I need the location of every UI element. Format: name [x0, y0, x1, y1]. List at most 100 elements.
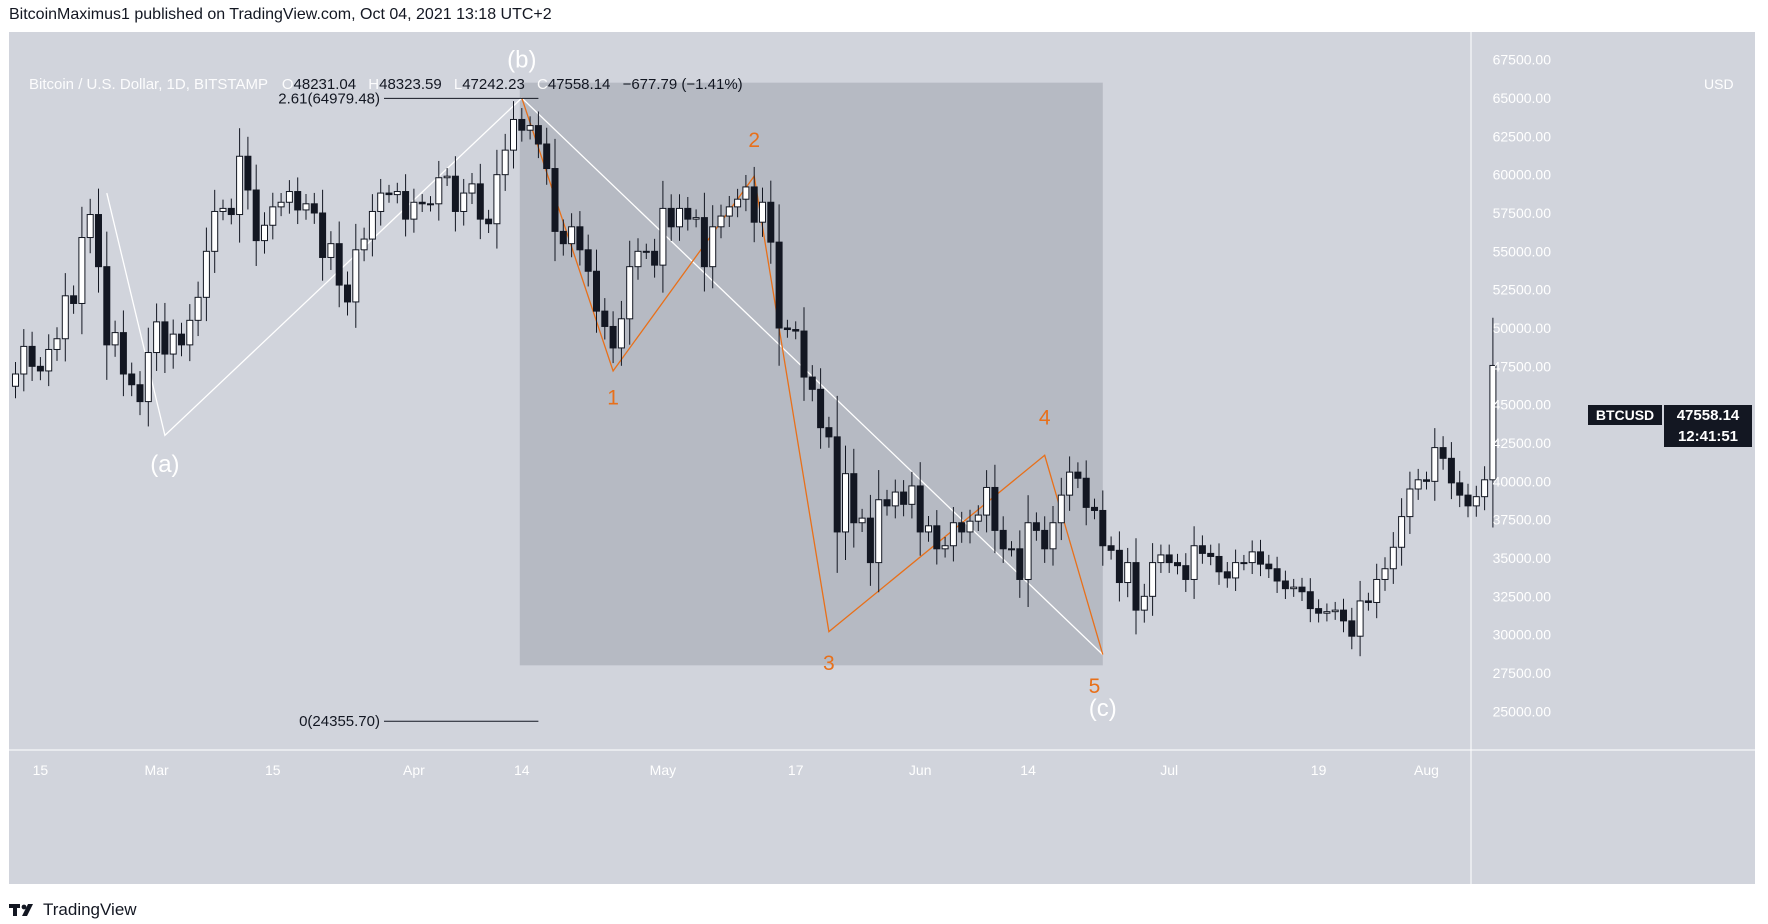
candle-body	[792, 329, 800, 332]
candle	[559, 219, 567, 256]
candle-body	[1057, 494, 1065, 524]
candle	[1182, 553, 1190, 592]
candle	[1140, 583, 1148, 623]
candle-body	[310, 203, 318, 214]
candle-body	[1456, 482, 1464, 496]
candle	[1099, 490, 1107, 566]
candle-body	[825, 427, 833, 438]
candle	[1315, 599, 1323, 623]
candle-body	[443, 175, 451, 179]
wave-label-a: (a)	[150, 451, 179, 478]
candle	[1472, 485, 1480, 517]
candle	[344, 271, 351, 316]
candle-body	[302, 203, 310, 211]
candle-body	[294, 191, 302, 211]
time-tick: Apr	[403, 762, 425, 778]
candle	[783, 319, 791, 338]
candle	[991, 464, 999, 554]
candle-body	[1008, 548, 1015, 551]
candle	[111, 320, 119, 357]
candle	[775, 204, 783, 366]
candle	[684, 196, 692, 231]
candle-body	[1041, 529, 1049, 550]
candle-body	[783, 327, 791, 331]
candle-body	[999, 529, 1007, 550]
candle	[742, 174, 750, 212]
price-tick: 42500.00	[1493, 435, 1552, 451]
candle	[1041, 516, 1049, 563]
candle-body	[1356, 600, 1364, 637]
candle	[1016, 530, 1024, 598]
candle-body	[95, 214, 102, 268]
candle-body	[659, 207, 667, 266]
candle	[1464, 483, 1472, 518]
candle-body	[1248, 551, 1256, 564]
chart-frame[interactable]: 2.61(64979.48) 0(24355.70) (a) (b) (c) 1 2 3 4 5…	[9, 32, 1755, 884]
candle	[319, 189, 327, 281]
candlestick-chart[interactable]: 2.61(64979.48)0(24355.70) (a)(b)(c)12345…	[9, 32, 1755, 884]
candle-body	[144, 352, 152, 403]
close-label: C	[536, 76, 548, 93]
candle-body	[78, 237, 86, 304]
candle	[1049, 505, 1057, 566]
candle-body	[626, 266, 634, 320]
candle-body	[1373, 578, 1381, 603]
price-tick: 62500.00	[1493, 128, 1552, 144]
candle	[1398, 498, 1406, 566]
fib-top-label: 2.61(64979.48)	[278, 90, 380, 107]
wave-label-2: 2	[748, 129, 760, 152]
footer[interactable]: TradingView	[9, 900, 137, 920]
candle	[144, 327, 152, 427]
candle-body	[543, 143, 551, 170]
time-tick: Mar	[145, 762, 169, 778]
candle-body	[1364, 600, 1372, 603]
candle	[460, 178, 468, 226]
candle	[1232, 549, 1240, 591]
candle	[866, 494, 874, 586]
candle	[534, 111, 542, 159]
candle	[1281, 570, 1289, 600]
fib-bottom-label: 0(24355.70)	[299, 713, 380, 730]
candle	[1240, 554, 1248, 571]
candle	[1157, 544, 1165, 573]
candle-body	[1140, 595, 1148, 611]
currency-label[interactable]: USD	[1704, 76, 1734, 92]
candle-body	[651, 250, 659, 266]
candle-body	[1198, 545, 1206, 554]
candle-body	[866, 517, 874, 564]
candle	[360, 227, 368, 262]
footer-brand: TradingView	[43, 900, 137, 919]
candle-body	[875, 499, 883, 564]
candle	[1406, 471, 1414, 534]
candle-body	[335, 243, 343, 286]
candle-body	[933, 525, 941, 550]
high-value: 48323.59	[379, 76, 442, 93]
candle-body	[1066, 471, 1074, 496]
candle	[1298, 577, 1306, 602]
candle-body	[700, 217, 708, 268]
candle-body	[194, 296, 202, 321]
candle-body	[227, 207, 235, 216]
price-tick: 50000.00	[1493, 320, 1552, 336]
candle-body	[609, 325, 617, 349]
candle-body	[1107, 545, 1115, 551]
candle-body	[12, 373, 19, 387]
candle	[252, 164, 260, 266]
candle-body	[1464, 494, 1472, 507]
candle-body	[277, 201, 285, 208]
candle-body	[485, 218, 493, 225]
candle-body	[601, 310, 609, 327]
candle-body	[593, 270, 600, 312]
candle	[194, 281, 202, 337]
candle	[543, 127, 551, 185]
candle	[1306, 578, 1314, 623]
candle-body	[211, 210, 219, 252]
price-tick: 65000.00	[1493, 90, 1552, 106]
candle	[61, 273, 69, 362]
candle	[1331, 601, 1339, 620]
candle	[983, 470, 991, 533]
candle-body	[1315, 608, 1323, 614]
symbol-title: Bitcoin / U.S. Dollar, 1D, BITSTAMP	[29, 76, 268, 93]
candle	[966, 509, 974, 544]
candle	[476, 163, 484, 240]
